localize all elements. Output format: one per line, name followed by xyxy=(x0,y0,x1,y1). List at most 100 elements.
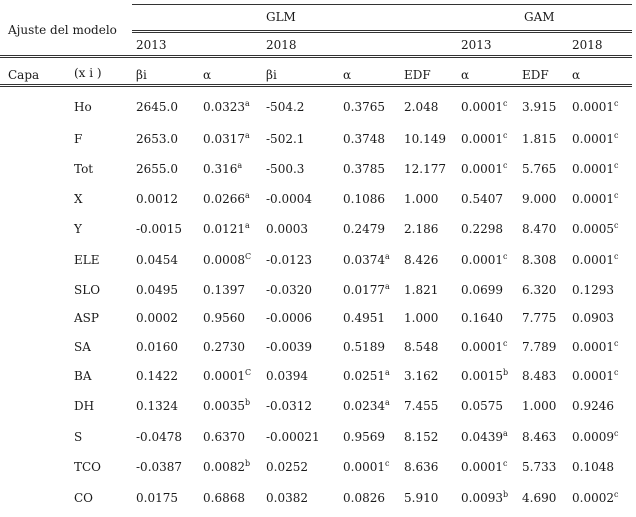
table-cell: 0.0177a xyxy=(343,282,390,299)
cell-value: 0.9560 xyxy=(203,311,245,325)
row-label: SA xyxy=(74,340,91,354)
table-cell: 0.0093b xyxy=(461,490,508,507)
cell-value: 5.765 xyxy=(522,162,557,176)
column-header: EDF xyxy=(404,68,431,82)
table-cell: -0.0015 xyxy=(136,222,182,236)
table-cell: 0.0012 xyxy=(136,192,178,206)
table-cell: 0.0002 xyxy=(136,311,178,325)
cell-value: 0.3785 xyxy=(343,162,385,176)
significance-superscript: b xyxy=(245,398,251,407)
table-cell: 2655.0 xyxy=(136,162,178,176)
table-cell: 0.0001c xyxy=(572,99,618,116)
table-cell: 0.0035b xyxy=(203,398,251,415)
cell-value: 0.0009 xyxy=(572,430,614,444)
table-cell: -0.0387 xyxy=(136,460,182,474)
table-cell: 0.0495 xyxy=(136,283,178,297)
significance-superscript: c xyxy=(503,99,508,108)
table-cell: -0.0039 xyxy=(266,340,312,354)
table-cell: 0.0575 xyxy=(461,399,503,413)
year-header: 2018 xyxy=(572,38,603,52)
table-cell: 0.0121a xyxy=(203,221,250,238)
column-header: βi xyxy=(136,68,147,82)
cell-value: 8.483 xyxy=(522,369,557,383)
significance-superscript: c xyxy=(614,368,619,377)
cell-value: -0.0478 xyxy=(136,430,183,444)
cell-value: 0.4951 xyxy=(343,311,385,325)
cell-value: 1.000 xyxy=(404,311,439,325)
table-cell: 0.6370 xyxy=(203,430,245,444)
cell-value: 0.0699 xyxy=(461,283,503,297)
table-cell: 0.0001c xyxy=(572,131,619,148)
year-header: 2013 xyxy=(136,38,167,52)
cell-value: 10.149 xyxy=(404,132,446,146)
table-cell: 0.0002c xyxy=(572,490,618,507)
cell-value: 0.0035 xyxy=(203,399,245,413)
table-cell: 0.5407 xyxy=(461,192,503,206)
row-label: TCO xyxy=(74,460,102,474)
significance-superscript: a xyxy=(245,131,250,140)
table-cell: 0.0001c xyxy=(461,459,507,476)
cell-value: 0.0826 xyxy=(343,491,385,505)
significance-superscript: c xyxy=(614,131,619,140)
table-cell: 0.0001c xyxy=(461,99,508,116)
cell-value: 3.162 xyxy=(404,369,439,383)
cell-value: 0.2479 xyxy=(343,222,385,236)
cell-value: 0.1086 xyxy=(343,192,385,206)
cell-value: 0.0454 xyxy=(136,253,178,267)
cell-value: 0.0266 xyxy=(203,192,245,206)
cell-value: -0.00021 xyxy=(266,430,320,444)
table-cell: 7.789 xyxy=(522,340,556,354)
column-header: α xyxy=(343,68,352,82)
cell-value: 0.1293 xyxy=(572,283,614,297)
column-header: EDF xyxy=(522,68,549,82)
cell-value: 0.6868 xyxy=(203,491,245,505)
year-rule xyxy=(0,55,632,58)
cell-value: 0.1397 xyxy=(203,283,245,297)
cell-value: 9.000 xyxy=(522,192,557,206)
table-cell: 5.765 xyxy=(522,162,556,176)
table-cell: 0.0001c xyxy=(461,252,508,269)
cell-value: 0.5189 xyxy=(343,340,385,354)
cell-value: 0.0001 xyxy=(572,162,614,176)
cell-value: -0.0015 xyxy=(136,222,183,236)
table-cell: 0.0001c xyxy=(572,339,618,356)
cell-value: 0.0177 xyxy=(343,283,385,297)
table-cell: 0.1422 xyxy=(136,369,178,383)
cell-value: 5.910 xyxy=(404,491,439,505)
table-cell: 0.0317a xyxy=(203,131,250,148)
table-cell: -0.0312 xyxy=(266,399,312,413)
significance-superscript: c xyxy=(503,161,508,170)
table-cell: 0.0323a xyxy=(203,99,250,116)
significance-superscript: c xyxy=(503,252,508,261)
gam-header: GAM xyxy=(524,10,555,24)
cell-value: 0.0251 xyxy=(343,369,385,383)
row-label: DH xyxy=(74,399,95,413)
cell-value: 1.815 xyxy=(522,132,557,146)
table-cell: -504.2 xyxy=(266,100,304,114)
cell-value: 0.1324 xyxy=(136,399,178,413)
table-cell: 1.000 xyxy=(522,399,556,413)
table-cell: 0.0454 xyxy=(136,253,178,267)
table-cell: 0.0160 xyxy=(136,340,178,354)
table-cell: 0.9560 xyxy=(203,311,245,325)
cell-value: 2.048 xyxy=(404,100,439,114)
table-cell: 0.3765 xyxy=(343,100,385,114)
cell-value: 0.0001 xyxy=(572,192,614,206)
table-cell: 2.186 xyxy=(404,222,438,236)
cell-value: 0.0160 xyxy=(136,340,178,354)
cell-value: 1.000 xyxy=(404,192,439,206)
cell-value: 0.0903 xyxy=(572,311,614,325)
table-cell: 2653.0 xyxy=(136,132,178,146)
cell-value: 8.548 xyxy=(404,340,439,354)
cell-value: 0.1048 xyxy=(572,460,614,474)
row-label: Ho xyxy=(74,100,92,114)
cell-value: 8.470 xyxy=(522,222,557,236)
significance-superscript: c xyxy=(614,161,619,170)
table-cell: 12.177 xyxy=(404,162,446,176)
table-cell: 4.690 xyxy=(522,491,556,505)
cell-value: 0.0439 xyxy=(461,430,503,444)
row-label: BA xyxy=(74,369,92,383)
table-cell: 0.0001c xyxy=(572,252,618,269)
significance-superscript: a xyxy=(245,221,250,230)
significance-superscript: a xyxy=(245,191,250,200)
